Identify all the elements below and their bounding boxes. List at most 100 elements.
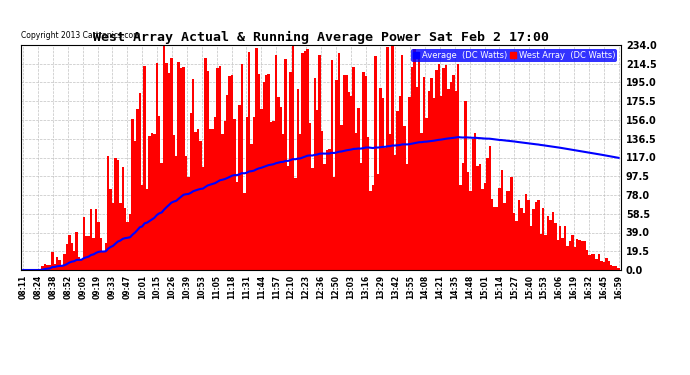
Bar: [238, 105, 241, 270]
Bar: [581, 241, 583, 270]
Bar: [204, 58, 206, 270]
Bar: [270, 122, 273, 270]
Bar: [433, 98, 435, 270]
Bar: [124, 209, 126, 270]
Bar: [540, 234, 542, 270]
Bar: [333, 177, 335, 270]
Bar: [197, 129, 199, 270]
Bar: [221, 134, 224, 270]
Bar: [253, 117, 255, 270]
Bar: [462, 163, 464, 270]
Bar: [469, 191, 471, 270]
Bar: [257, 74, 260, 270]
Bar: [246, 117, 248, 270]
Bar: [377, 174, 380, 270]
Bar: [608, 261, 610, 270]
Bar: [95, 209, 97, 270]
Bar: [389, 134, 391, 270]
Bar: [121, 167, 124, 270]
Bar: [348, 92, 350, 270]
Bar: [598, 254, 600, 270]
Bar: [316, 110, 318, 270]
Bar: [80, 259, 83, 270]
Bar: [243, 193, 246, 270]
Bar: [353, 66, 355, 270]
Bar: [248, 52, 250, 270]
Bar: [275, 56, 277, 270]
Bar: [163, 45, 166, 270]
Bar: [464, 101, 466, 270]
Bar: [92, 238, 95, 270]
Bar: [83, 217, 85, 270]
Bar: [588, 255, 591, 270]
Bar: [518, 200, 520, 270]
Bar: [372, 185, 374, 270]
Bar: [73, 251, 75, 270]
Bar: [175, 156, 177, 270]
Bar: [187, 177, 190, 270]
Bar: [90, 209, 92, 270]
Bar: [413, 50, 415, 270]
Bar: [369, 191, 372, 270]
Bar: [158, 116, 161, 270]
Bar: [148, 136, 150, 270]
Bar: [571, 235, 573, 270]
Bar: [520, 209, 522, 270]
Bar: [308, 123, 311, 270]
Bar: [139, 93, 141, 270]
Bar: [382, 98, 384, 270]
Bar: [408, 98, 411, 270]
Bar: [66, 244, 68, 270]
Bar: [318, 54, 321, 270]
Bar: [331, 60, 333, 270]
Bar: [219, 66, 221, 270]
Bar: [54, 264, 56, 270]
Bar: [593, 254, 595, 270]
Bar: [201, 167, 204, 270]
Bar: [224, 121, 226, 270]
Bar: [573, 247, 576, 270]
Bar: [537, 200, 540, 270]
Bar: [384, 148, 386, 270]
Bar: [525, 194, 527, 270]
Bar: [335, 80, 338, 270]
Bar: [51, 252, 54, 270]
Bar: [68, 235, 70, 270]
Bar: [532, 209, 535, 270]
Bar: [481, 189, 484, 270]
Bar: [486, 158, 489, 270]
Bar: [217, 68, 219, 270]
Bar: [391, 46, 394, 270]
Bar: [284, 59, 287, 270]
Bar: [355, 133, 357, 270]
Bar: [299, 134, 302, 270]
Bar: [241, 64, 243, 270]
Bar: [131, 119, 134, 270]
Bar: [166, 63, 168, 270]
Bar: [262, 82, 265, 270]
Bar: [236, 182, 238, 270]
Bar: [484, 183, 486, 270]
Bar: [357, 108, 359, 270]
Bar: [321, 131, 324, 270]
Title: West Array Actual & Running Average Power Sat Feb 2 17:00: West Array Actual & Running Average Powe…: [93, 31, 549, 44]
Bar: [226, 95, 228, 270]
Bar: [431, 78, 433, 270]
Bar: [228, 76, 231, 270]
Bar: [557, 240, 559, 270]
Bar: [343, 75, 345, 270]
Bar: [362, 72, 364, 270]
Bar: [474, 132, 476, 270]
Bar: [206, 71, 209, 270]
Bar: [496, 207, 498, 270]
Bar: [350, 96, 353, 270]
Bar: [265, 75, 268, 270]
Bar: [56, 257, 59, 270]
Bar: [386, 46, 389, 270]
Bar: [591, 254, 593, 270]
Bar: [112, 203, 115, 270]
Bar: [328, 149, 331, 270]
Bar: [231, 75, 233, 270]
Bar: [273, 121, 275, 270]
Bar: [442, 68, 445, 270]
